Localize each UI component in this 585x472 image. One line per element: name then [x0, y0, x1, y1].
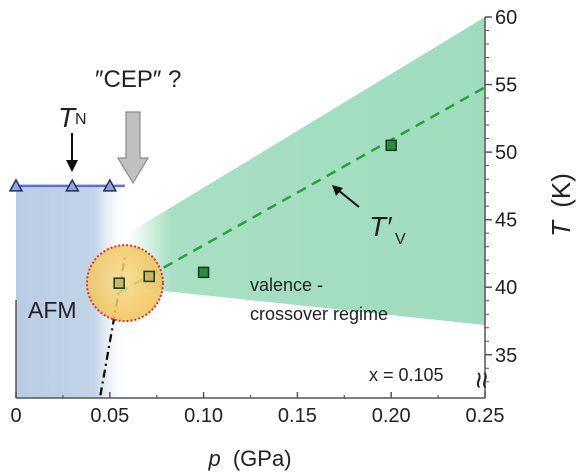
tv-arrow-shaft — [337, 189, 360, 208]
x-tick-label: 0.15 — [278, 405, 317, 427]
x-axis-unit: (GPa) — [233, 446, 292, 471]
plot-area — [8, 17, 486, 398]
y-tick-label: 45 — [495, 210, 517, 232]
y-ticks: 35 40 45 50 55 60 — [485, 7, 517, 383]
cep-arrow — [116, 111, 150, 185]
valence-crossover-marker — [197, 266, 210, 279]
valence-crossover-marker — [385, 139, 397, 152]
y-tick-label: 55 — [495, 75, 517, 97]
composition-label: x = 0.105 — [369, 365, 444, 385]
axis-break-symbol: ≈ — [465, 372, 498, 388]
crossover-regime-region — [128, 17, 485, 326]
valence-crossover-marker — [143, 270, 155, 283]
tv-subscript: V — [395, 231, 406, 248]
neel-temperature-marker — [102, 178, 118, 192]
y-axis-unit: (K) — [546, 173, 576, 208]
x-ticks: 0 0.05 0.10 0.15 0.20 0.25 — [10, 392, 504, 427]
x-tick-label: 0.10 — [184, 405, 223, 427]
afm-boundary-line — [99, 257, 126, 396]
x-axis-title: p (GPa) — [207, 446, 291, 471]
axes: 0 0.05 0.10 0.15 0.20 0.25 35 40 45 50 55 60 — [10, 7, 517, 427]
neel-temperature-marker — [8, 178, 24, 192]
x-tick-label: 0 — [10, 405, 21, 427]
tv-arrow-head — [332, 185, 343, 196]
y-tick-label: 60 — [495, 7, 517, 29]
y-tick-label: 50 — [495, 142, 517, 164]
tv-label: T′ — [369, 211, 393, 242]
tn-arrow-head — [66, 160, 78, 172]
tn-subscript: N — [75, 111, 87, 128]
x-tick-label: 0.25 — [466, 405, 505, 427]
data-markers — [8, 139, 397, 289]
afm-label: AFM — [28, 297, 77, 323]
x-tick-label: 0.20 — [372, 405, 411, 427]
y-tick-label: 35 — [495, 345, 517, 367]
x-axis-var: p — [207, 446, 220, 471]
neel-temperature-marker — [65, 178, 80, 192]
y-axis-title: T (K) — [546, 173, 576, 237]
valence-label-line1: valence - — [250, 275, 323, 295]
x-tick-label: 0.05 — [90, 405, 129, 427]
valence-label-line2: crossover regime — [250, 304, 388, 324]
cep-label: ″CEP″ ? — [95, 66, 181, 93]
y-axis-var: T — [546, 219, 576, 237]
valence-crossover-marker — [113, 277, 125, 289]
valence-crossover-line — [118, 86, 486, 294]
cep-circle — [85, 244, 164, 323]
y-tick-label: 40 — [495, 277, 517, 299]
svg-text:T (K): T (K) — [546, 173, 576, 237]
tn-label: T — [58, 102, 77, 133]
